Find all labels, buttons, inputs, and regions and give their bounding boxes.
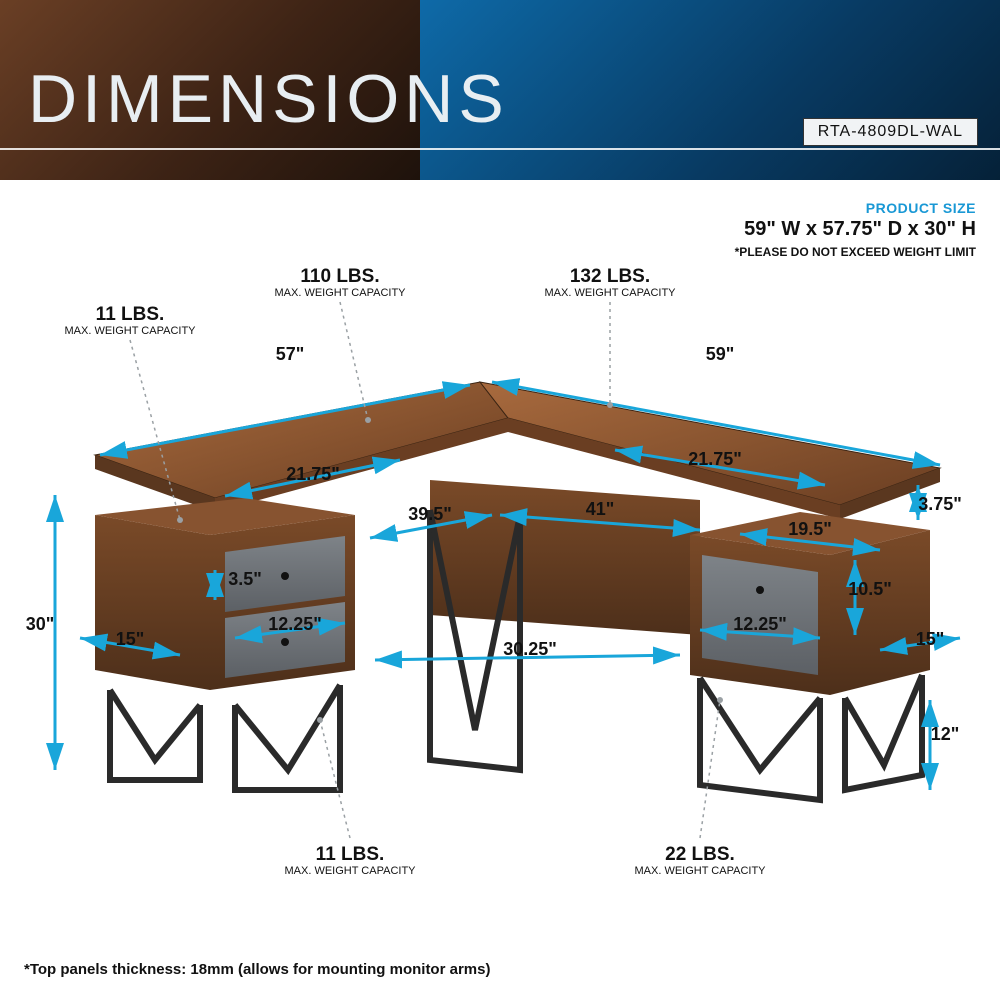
dim-2175-l: 21.75" <box>286 464 340 484</box>
dim-105: 10.5" <box>848 579 892 599</box>
cap-22-sub: MAX. WEIGHT CAPACITY <box>635 865 767 877</box>
header-strip: DIMENSIONS RTA-4809DL-WAL <box>0 0 1000 180</box>
dim-35: 3.5" <box>228 569 262 589</box>
footnote-thickness: *Top panels thickness: 18mm (allows for … <box>24 961 490 978</box>
dim-395: 39.5" <box>408 504 452 524</box>
dim-1225-r: 12.25" <box>733 614 787 634</box>
cap-22-value: 22 LBS. <box>665 844 735 865</box>
cap-11-bottom-value: 11 LBS. <box>316 844 385 865</box>
product-size-label: PRODUCT SIZE <box>735 200 976 216</box>
cap-11-bottom-sub: MAX. WEIGHT CAPACITY <box>285 865 417 877</box>
dim-30: 30" <box>26 614 55 634</box>
cap-132-value: 132 LBS. <box>570 266 650 287</box>
dim-59: 59" <box>706 344 735 364</box>
cap-11-top-sub: MAX. WEIGHT CAPACITY <box>65 325 197 337</box>
page-title: DIMENSIONS <box>28 60 509 138</box>
dim-15-l: 15" <box>116 629 145 649</box>
dim-57: 57" <box>276 344 305 364</box>
cap-110-value: 110 LBS. <box>300 266 379 287</box>
product-size-block: PRODUCT SIZE 59" W x 57.75" D x 30" H *P… <box>735 200 976 259</box>
cap-11-top-value: 11 LBS. <box>96 304 165 325</box>
sku-badge: RTA-4809DL-WAL <box>803 118 978 146</box>
cap-132-sub: MAX. WEIGHT CAPACITY <box>545 287 677 299</box>
dim-375: 3.75" <box>918 494 962 514</box>
dim-12: 12" <box>931 724 960 744</box>
dim-1225-l: 12.25" <box>268 614 322 634</box>
title-underline <box>0 148 1000 150</box>
dim-195: 19.5" <box>788 519 832 539</box>
dim-15-r: 15" <box>916 629 945 649</box>
weight-limit-warning: *PLEASE DO NOT EXCEED WEIGHT LIMIT <box>735 245 976 259</box>
dimension-diagram: 57" 59" 21.75" 21.75" 39.5" 41" 19.5" 3.75" 3.5"… <box>0 260 1000 940</box>
cap-11-bottom-leader <box>320 720 350 838</box>
dim-41: 41" <box>586 499 615 519</box>
dim-3025: 30.25" <box>503 639 557 659</box>
cap-110-leader <box>340 302 368 420</box>
right-cabinet <box>690 512 930 800</box>
product-size-value: 59" W x 57.75" D x 30" H <box>735 218 976 241</box>
desk-illustration <box>95 382 940 800</box>
dim-2175-r: 21.75" <box>688 449 742 469</box>
cap-110-sub: MAX. WEIGHT CAPACITY <box>275 287 407 299</box>
